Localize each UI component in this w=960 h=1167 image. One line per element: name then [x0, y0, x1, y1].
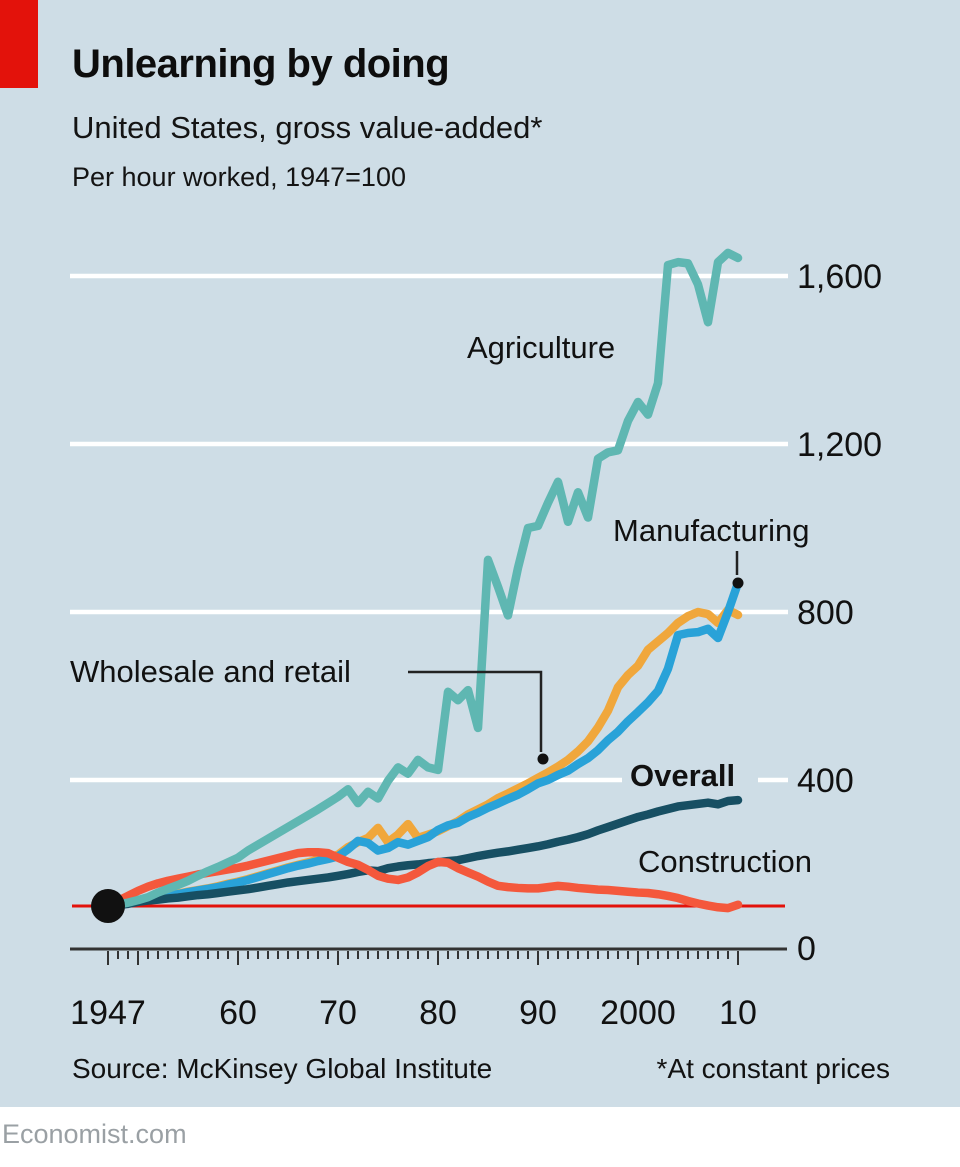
start-1947-dot [91, 889, 125, 923]
x-label-1980: 80 [419, 994, 457, 1032]
manufacturing-label: Manufacturing [613, 513, 809, 548]
y-label-1200: 1,200 [797, 426, 882, 464]
x-label-2000: 2000 [600, 994, 676, 1032]
chart-subtitle: United States, gross value-added* [72, 110, 543, 145]
wholesale-callout-line [408, 670, 543, 752]
x-label-1947: 1947 [70, 994, 146, 1032]
line-agriculture [103, 248, 743, 911]
wholesale-callout-dot [537, 753, 549, 765]
manufacturing-callout-dot [732, 577, 744, 589]
y-label-400: 400 [797, 762, 854, 800]
overall-label: Overall [630, 758, 735, 793]
construction-label: Construction [638, 844, 812, 879]
markers-and-callouts [91, 551, 744, 923]
y-label-800: 800 [797, 594, 854, 632]
y-label-1600: 1,600 [797, 258, 882, 296]
source-note: Source: McKinsey Global Institute [72, 1053, 493, 1084]
x-axis-labels: 1947 60 70 80 90 2000 10 [70, 994, 757, 1032]
chart-unit-note: Per hour worked, 1947=100 [72, 162, 406, 192]
agriculture-label: Agriculture [467, 330, 615, 365]
x-label-2010: 10 [719, 994, 757, 1032]
chart-card: Unlearning by doing United States, gross… [0, 0, 960, 1107]
footnote-row: Source: McKinsey Global Institute *At co… [72, 1053, 890, 1085]
line-overall [103, 795, 743, 911]
y-axis-labels: 1,600 1,200 800 400 0 [797, 258, 882, 968]
x-label-1970: 70 [319, 994, 357, 1032]
productivity-line-chart: 1,600 1,200 800 400 0 1947 60 70 80 90 2000 10 Agr… [70, 248, 882, 1032]
economist-site-label: Economist.com [2, 1119, 187, 1149]
x-axis [70, 947, 787, 965]
y-label-0: 0 [797, 930, 816, 968]
x-label-1990: 90 [519, 994, 557, 1032]
wholesale-retail-label: Wholesale and retail [70, 654, 351, 689]
constant-prices-footnote: *At constant prices [656, 1053, 890, 1084]
x-label-1960: 60 [219, 994, 257, 1032]
chart-title: Unlearning by doing [72, 42, 450, 86]
economist-red-tab [0, 0, 38, 88]
data-lines [103, 248, 743, 913]
series-labels: Agriculture Manufacturing Wholesale and … [70, 330, 812, 879]
line-manufacturing [103, 578, 743, 911]
